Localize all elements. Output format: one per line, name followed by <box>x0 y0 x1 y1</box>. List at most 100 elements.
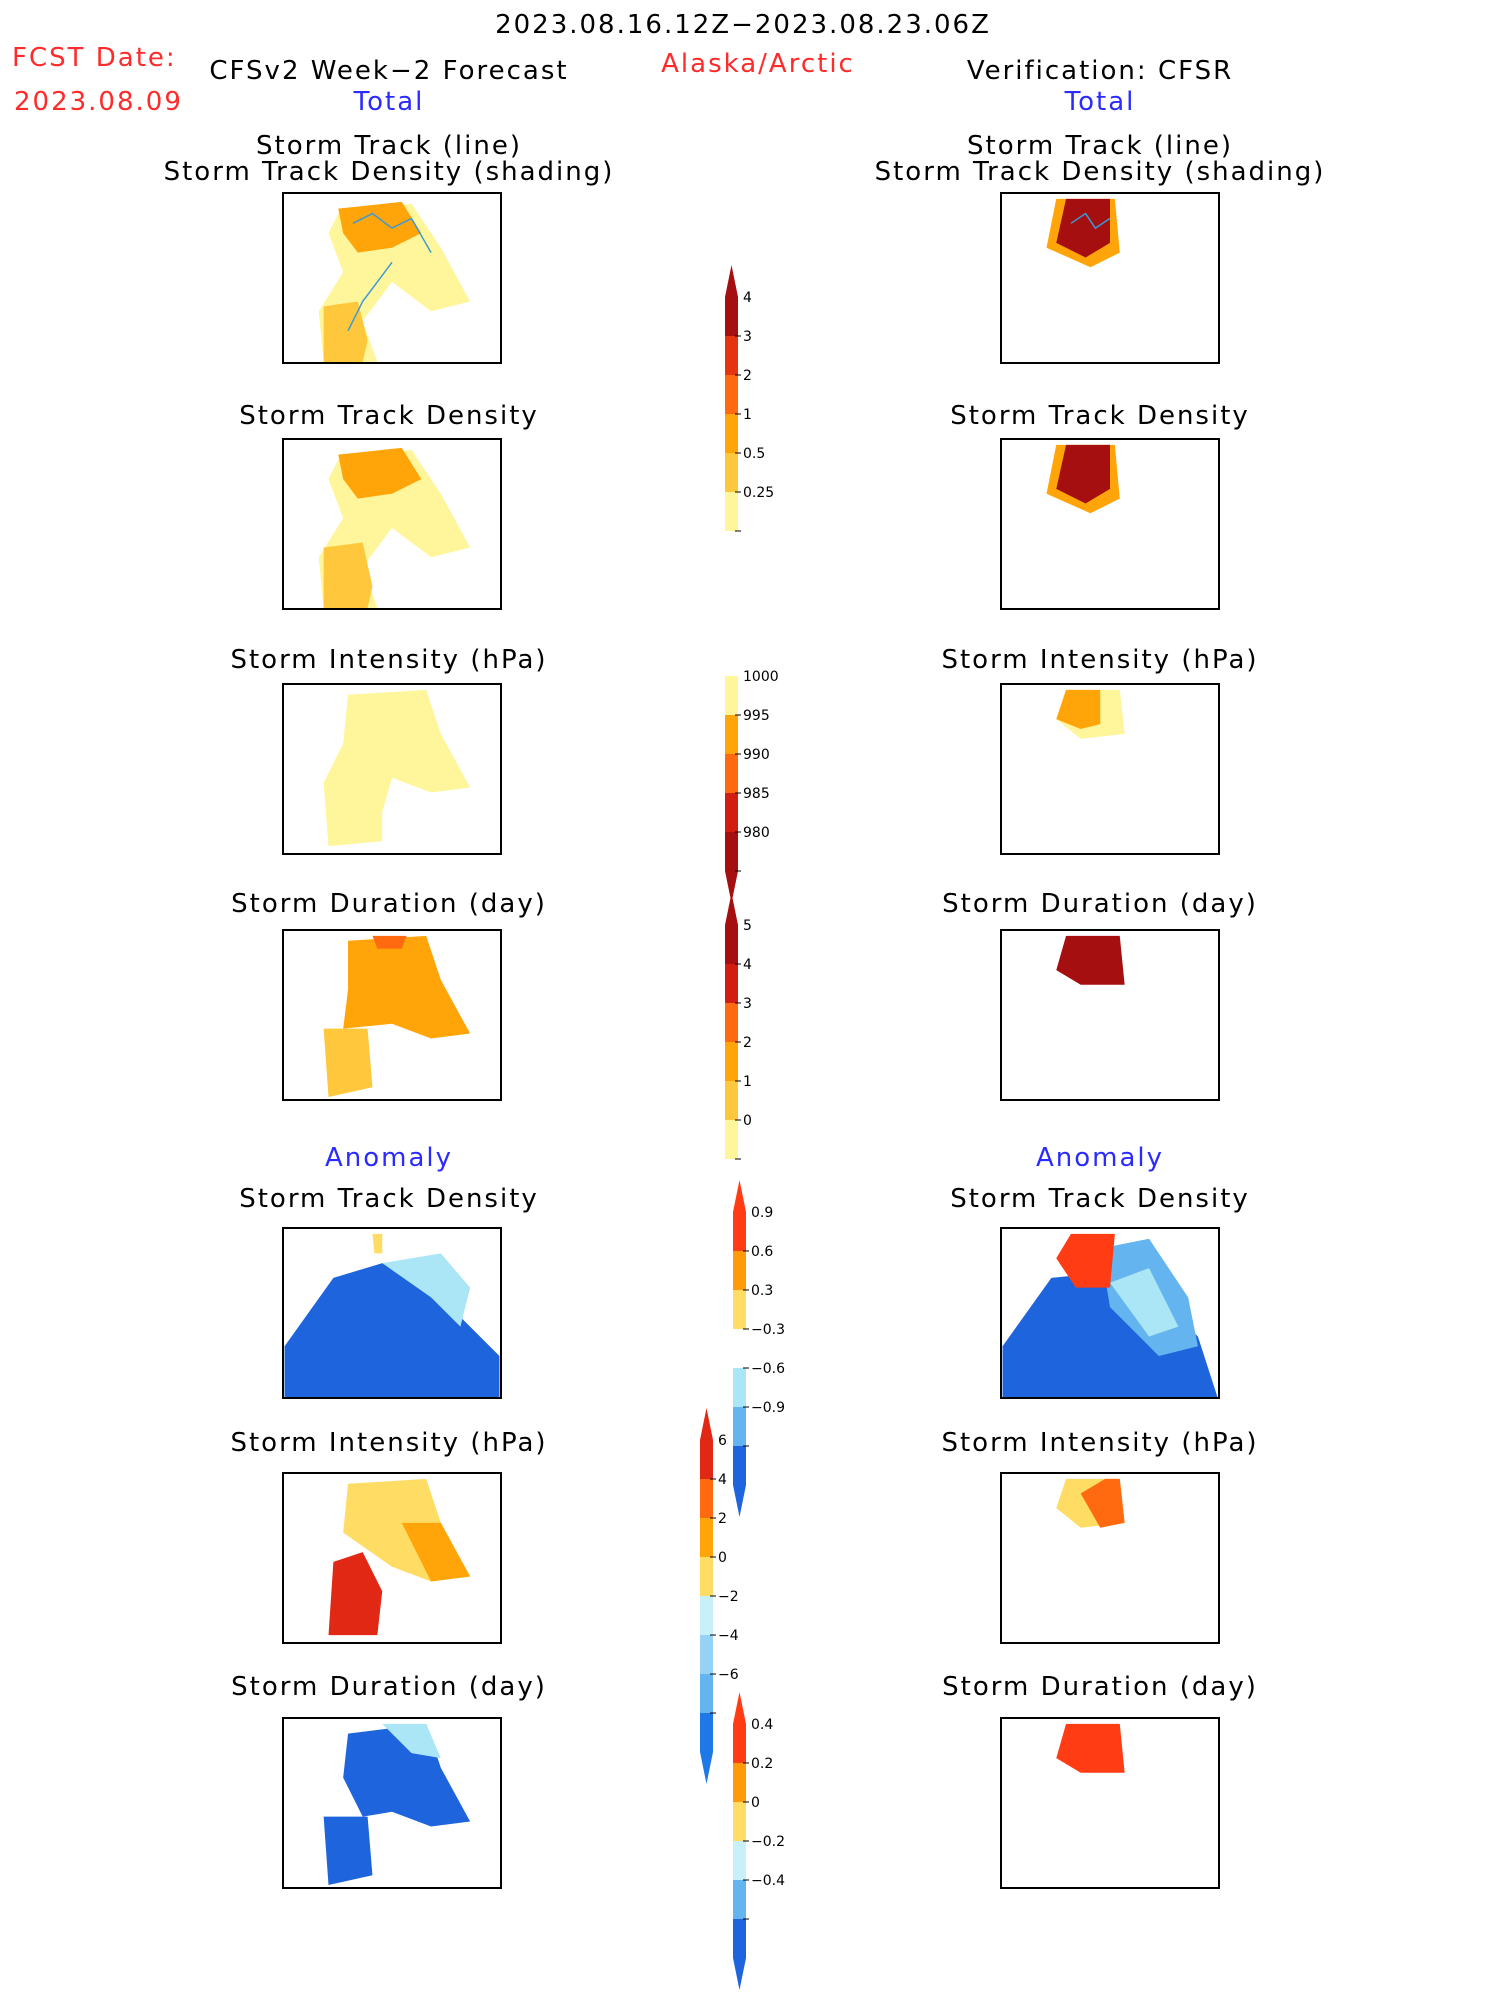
fc-anom-density-title: Storm Track Density <box>239 1184 539 1214</box>
anom_intensity-box-7 <box>700 1713 713 1752</box>
duration-box-4 <box>725 1081 738 1120</box>
density-box-3 <box>725 414 738 453</box>
anom_intensity-label-2: 2 <box>718 1511 727 1527</box>
density-label-2: 2 <box>743 368 752 384</box>
anom_intensity-box-2 <box>700 1518 713 1557</box>
anom_density-box-2 <box>733 1290 746 1329</box>
anom_density-box-3 <box>733 1329 746 1368</box>
fc-anomaly-label: Anomaly <box>324 1143 454 1173</box>
fc-storm-track-density-map <box>282 438 502 610</box>
anom_density-label-1: 0.6 <box>751 1244 773 1260</box>
vf-anomaly-label: Anomaly <box>1035 1143 1165 1173</box>
vf-track-shading-title: Storm Track Density (shading) <box>874 157 1326 187</box>
density-box-4 <box>725 453 738 492</box>
anom_intensity-box-5 <box>700 1635 713 1674</box>
density-label-1: 3 <box>743 329 752 345</box>
colorbar-anomaly-density: 0.9 0.6 0.3 −0.3 −0.6 −0.9 <box>733 1180 803 1525</box>
vf-anom-duration-title: Storm Duration (day) <box>942 1672 1258 1702</box>
density-box-0 <box>725 297 738 336</box>
verification-column-title: Verification: CFSR <box>966 56 1234 86</box>
colorbar-intensity: 1000 995 990 985 980 <box>725 669 795 911</box>
density-label-4: 0.5 <box>743 446 765 462</box>
anom_intensity-label-6: −6 <box>718 1667 739 1683</box>
anom_intensity-svg: 6 4 2 0 −2 −4 −6 <box>700 1408 739 1784</box>
anom_intensity-label-0: 6 <box>718 1433 727 1449</box>
intensity-label-2: 990 <box>743 747 770 763</box>
vf-duration-title: Storm Duration (day) <box>942 889 1258 919</box>
colorbar-anomaly-duration: 0.4 0.2 0 −0.2 −0.4 <box>733 1692 803 1998</box>
vf-intensity-title: Storm Intensity (hPa) <box>941 645 1259 675</box>
duration-box-2 <box>725 1003 738 1042</box>
vf-anomaly-intensity-map <box>1000 1472 1220 1644</box>
density-box-2 <box>725 375 738 414</box>
duration-box-3 <box>725 1042 738 1081</box>
anom_duration-label-0: 0.4 <box>751 1717 773 1733</box>
anom_duration-label-2: 0 <box>751 1795 760 1811</box>
fc-duration-title: Storm Duration (day) <box>231 889 547 919</box>
anom_density-top-tip <box>733 1180 746 1212</box>
anom_intensity-box-3 <box>700 1557 713 1596</box>
anom_density-box-0 <box>733 1212 746 1251</box>
anom_duration-box-3 <box>733 1841 746 1880</box>
anom_duration-svg: 0.4 0.2 0 −0.2 −0.4 <box>733 1692 785 1990</box>
fc-storm-intensity-map <box>282 683 502 855</box>
duration-label-3: 2 <box>743 1035 752 1051</box>
intensity-label-0: 1000 <box>743 669 779 685</box>
vf-track-line-title: Storm Track (line) <box>967 131 1233 161</box>
anom_intensity-bottom-tip <box>700 1752 713 1784</box>
duration-label-0: 5 <box>743 918 752 934</box>
intensity-label-1: 995 <box>743 708 770 724</box>
density-label-5: 0.25 <box>743 485 774 501</box>
anom_density-svg: 0.9 0.6 0.3 −0.3 −0.6 −0.9 <box>733 1180 785 1517</box>
anom_intensity-box-1 <box>700 1479 713 1518</box>
fc-storm-duration-map <box>282 929 502 1101</box>
fc-anom-intensity-title: Storm Intensity (hPa) <box>230 1428 548 1458</box>
date-range-title: 2023.08.16.12Z−2023.08.23.06Z <box>495 10 991 40</box>
anom_duration-box-0 <box>733 1724 746 1763</box>
density-label-0: 4 <box>743 290 752 306</box>
fc-anomaly-density-map <box>282 1227 502 1399</box>
anom_duration-label-1: 0.2 <box>751 1756 773 1772</box>
anom_duration-box-2 <box>733 1802 746 1841</box>
intensity-label-3: 985 <box>743 786 770 802</box>
fc-track-shading-title: Storm Track Density (shading) <box>163 157 615 187</box>
vf-storm-duration-map <box>1000 929 1220 1101</box>
anom_intensity-label-3: 0 <box>718 1550 727 1566</box>
colorbar-duration: 5 4 3 2 1 0 <box>725 893 795 1167</box>
anom_duration-top-tip <box>733 1692 746 1724</box>
anom_density-box-1 <box>733 1251 746 1290</box>
intensity-box-1 <box>725 715 738 754</box>
duration-box-0 <box>725 925 738 964</box>
fcst-date-label: FCST Date: <box>12 43 177 73</box>
duration-box-1 <box>725 964 738 1003</box>
anom_density-box-4 <box>733 1368 746 1407</box>
intensity-bottom-tip <box>725 871 738 903</box>
region-title: Alaska/Arctic <box>661 49 855 79</box>
intensity-box-4 <box>725 832 738 871</box>
anom_density-label-4: −0.6 <box>751 1361 785 1377</box>
anom_density-label-5: −0.9 <box>751 1400 785 1416</box>
vf-anom-density-title: Storm Track Density <box>950 1184 1250 1214</box>
anom_density-box-5 <box>733 1407 746 1446</box>
fc-anom-duration-title: Storm Duration (day) <box>231 1672 547 1702</box>
fc-intensity-title: Storm Intensity (hPa) <box>230 645 548 675</box>
verification-total-label: Total <box>1064 87 1136 117</box>
anom_duration-label-4: −0.4 <box>751 1873 785 1889</box>
duration-label-4: 1 <box>743 1074 752 1090</box>
intensity-box-3 <box>725 793 738 832</box>
fc-anomaly-duration-map <box>282 1717 502 1889</box>
intensity-box-2 <box>725 754 738 793</box>
duration-label-2: 3 <box>743 996 752 1012</box>
fc-track-line-title: Storm Track (line) <box>256 131 522 161</box>
fc-anomaly-intensity-map <box>282 1472 502 1644</box>
density-label-3: 1 <box>743 407 752 423</box>
anom_intensity-box-6 <box>700 1674 713 1713</box>
vf-storm-intensity-map <box>1000 683 1220 855</box>
intensity-svg: 1000 995 990 985 980 <box>725 669 779 903</box>
forecast-column-title: CFSv2 Week−2 Forecast <box>209 56 569 86</box>
anom_intensity-label-4: −2 <box>718 1589 739 1605</box>
fc-storm-track-map <box>282 192 502 364</box>
anom_density-label-2: 0.3 <box>751 1283 773 1299</box>
vf-storm-track-density-map <box>1000 438 1220 610</box>
duration-svg: 5 4 3 2 1 0 <box>725 893 752 1160</box>
